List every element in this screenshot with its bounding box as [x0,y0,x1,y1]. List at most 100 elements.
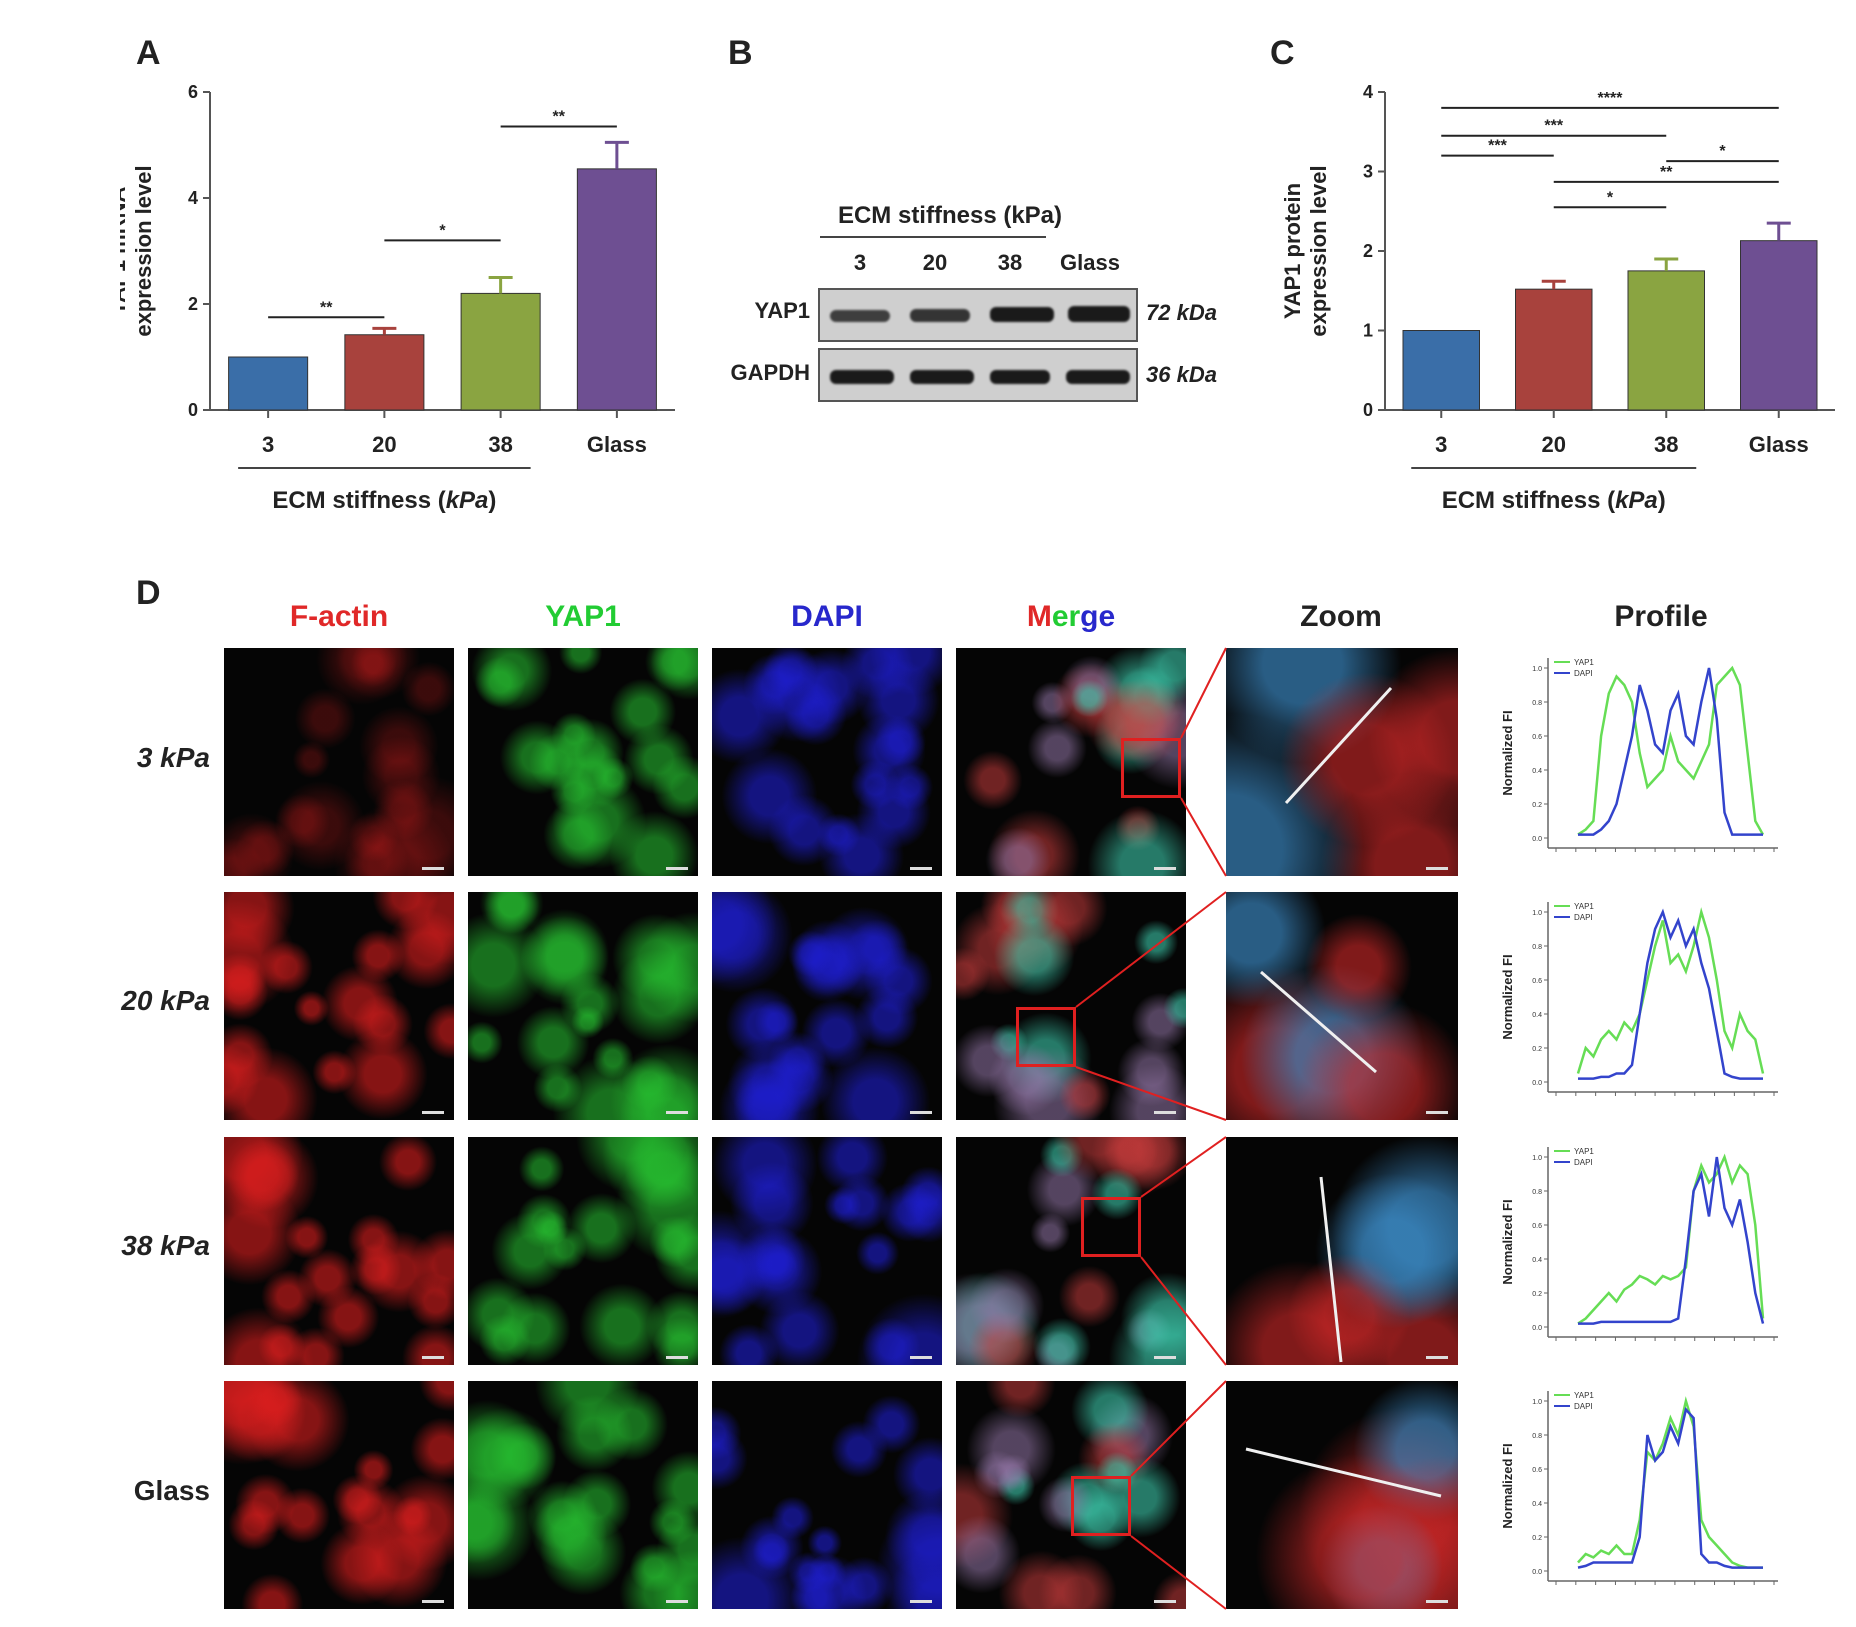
merge-letter-er: er [1051,600,1081,633]
micrograph-dapi [712,892,942,1120]
y-tick-label: 0.8 [1532,944,1542,951]
row-label-glass: Glass [70,1475,210,1507]
legend-label: YAP1 [1574,658,1594,667]
series-line [1578,667,1763,836]
y-tick-label: 1.0 [1532,1399,1542,1406]
bar [1515,288,1593,411]
row-label-text: 3 kPa [136,742,210,773]
y-tick-label: 0.0 [1532,1569,1542,1576]
micrograph-factin [224,1137,454,1365]
series-line [1577,1406,1763,1569]
micrograph-zoom [1226,892,1458,1120]
y-tick-label: 0.0 [1532,836,1542,843]
y-tick-label: 2 [188,294,198,314]
row-label-text: Glass [133,1475,210,1506]
legend-label: YAP1 [1574,1147,1594,1156]
significance-label: ** [553,108,566,125]
profile-plot: 0.0 0.2 0.4 0.6 0.8 1.0 Normalized FI YAP1 DAPI [1500,1391,1778,1585]
profile-line-segment [1284,686,1393,805]
micrograph-factin [224,1381,454,1609]
micrograph-merge [956,892,1186,1120]
x-tick-label: 38 [1654,432,1678,457]
y-tick-label: 0.2 [1532,1291,1542,1298]
wb-lane-label: 38 [997,250,1023,275]
scale-bar [1426,1111,1448,1114]
profile-line-segment [1245,1447,1442,1498]
scale-bar [1154,1111,1176,1114]
zoom-region-box [1016,1007,1076,1067]
x-tick-label: Glass [587,432,647,457]
micrograph-dapi [712,1137,942,1365]
panel-label-d: D [136,574,161,612]
micrograph-zoom [1226,1137,1458,1365]
chart-c-yap1-protein: 0 1 2 3 4 YAP1 protein expression level 3 20 38 Gl… [1280,82,1835,514]
y-tick-label: 4 [188,188,198,208]
scale-bar [910,867,932,870]
y-tick-label: 1.0 [1532,666,1542,673]
y-tick-label: 0.4 [1532,1012,1542,1019]
profile-plot: 0.0 0.2 0.4 0.6 0.8 1.0 Normalized FI YAP1 DAPI [1500,658,1778,852]
x-tick-label: 3 [1435,432,1447,457]
bar [1627,270,1705,411]
y-tick-label: 0.6 [1532,978,1542,985]
col-header-factin: F-actin [289,600,389,633]
zoom-connector-line [1180,797,1227,877]
micrograph-yap1 [468,1137,698,1365]
legend-label: DAPI [1574,913,1593,922]
x-axis-label: ECM stiffness (kPa) [272,487,496,514]
scale-bar [422,1600,444,1603]
western-blot: ECM stiffness (kPa) 3 20 38 Glass YAP1 7… [700,190,1240,430]
y-tick-label: 0.2 [1532,1046,1542,1053]
significance-label: ** [1660,164,1673,181]
x-axis-label-unit: kPa [446,487,489,514]
y-tick-label: 0.0 [1532,1080,1542,1087]
wb-lane-label: 20 [922,250,948,275]
y-axis-label: expression level [131,165,156,336]
series-line [1577,1396,1763,1569]
col-header-yap1: YAP1 [545,600,621,633]
y-tick-label: 0 [1363,400,1373,420]
profile-plot: 0.0 0.2 0.4 0.6 0.8 1.0 Normalized FI YAP1 DAPI [1500,902,1778,1096]
y-tick-label: 1 [1363,321,1373,341]
y-axis-label: Normalized FI [1500,710,1515,795]
wb-size-label: 36 kDa [1146,362,1217,387]
y-tick-label: 0.0 [1532,1325,1542,1332]
y-tick-label: 0.4 [1532,768,1542,775]
significance-label: ** [320,299,333,316]
scale-bar [666,1600,688,1603]
wb-protein-label: YAP1 [754,298,810,323]
row-label-3kpa: 3 kPa [70,742,210,774]
x-axis-label-text: ) [1658,487,1666,514]
bar [460,292,541,411]
series-line [1578,1156,1765,1325]
x-tick-label: 38 [488,432,512,457]
zoom-region-box [1071,1476,1131,1536]
legend-label: YAP1 [1574,902,1594,911]
wb-protein-label: GAPDH [730,360,810,385]
y-axis-label: expression level [1306,165,1331,336]
series-line [1577,1153,1765,1325]
bar [1740,240,1818,411]
scale-bar [910,1111,932,1114]
col-header-dapi: DAPI [791,600,863,633]
y-tick-label: 6 [188,82,198,102]
col-header-zoom: Zoom [1300,600,1382,633]
profile-plot: 0.0 0.2 0.4 0.6 0.8 1.0 Normalized FI YAP1 DAPI [1500,1147,1778,1341]
scale-bar [1154,1356,1176,1359]
bar [228,356,309,411]
legend-label: DAPI [1574,1158,1593,1167]
micrograph-yap1 [468,1381,698,1609]
merge-letter-ge: ge [1080,600,1116,633]
scale-bar [1426,1356,1448,1359]
micrograph-merge [956,648,1186,876]
scale-bar [910,1600,932,1603]
wb-blot-yap1 [818,288,1138,342]
micrograph-dapi [712,1381,942,1609]
panel-label-b: B [728,34,753,72]
wb-lane-label: 3 [853,250,867,275]
y-tick-label: 1.0 [1532,910,1542,917]
scale-bar [1426,867,1448,870]
scale-bar [910,1356,932,1359]
panel-label-c: C [1270,34,1295,72]
legend-label: YAP1 [1574,1391,1594,1400]
